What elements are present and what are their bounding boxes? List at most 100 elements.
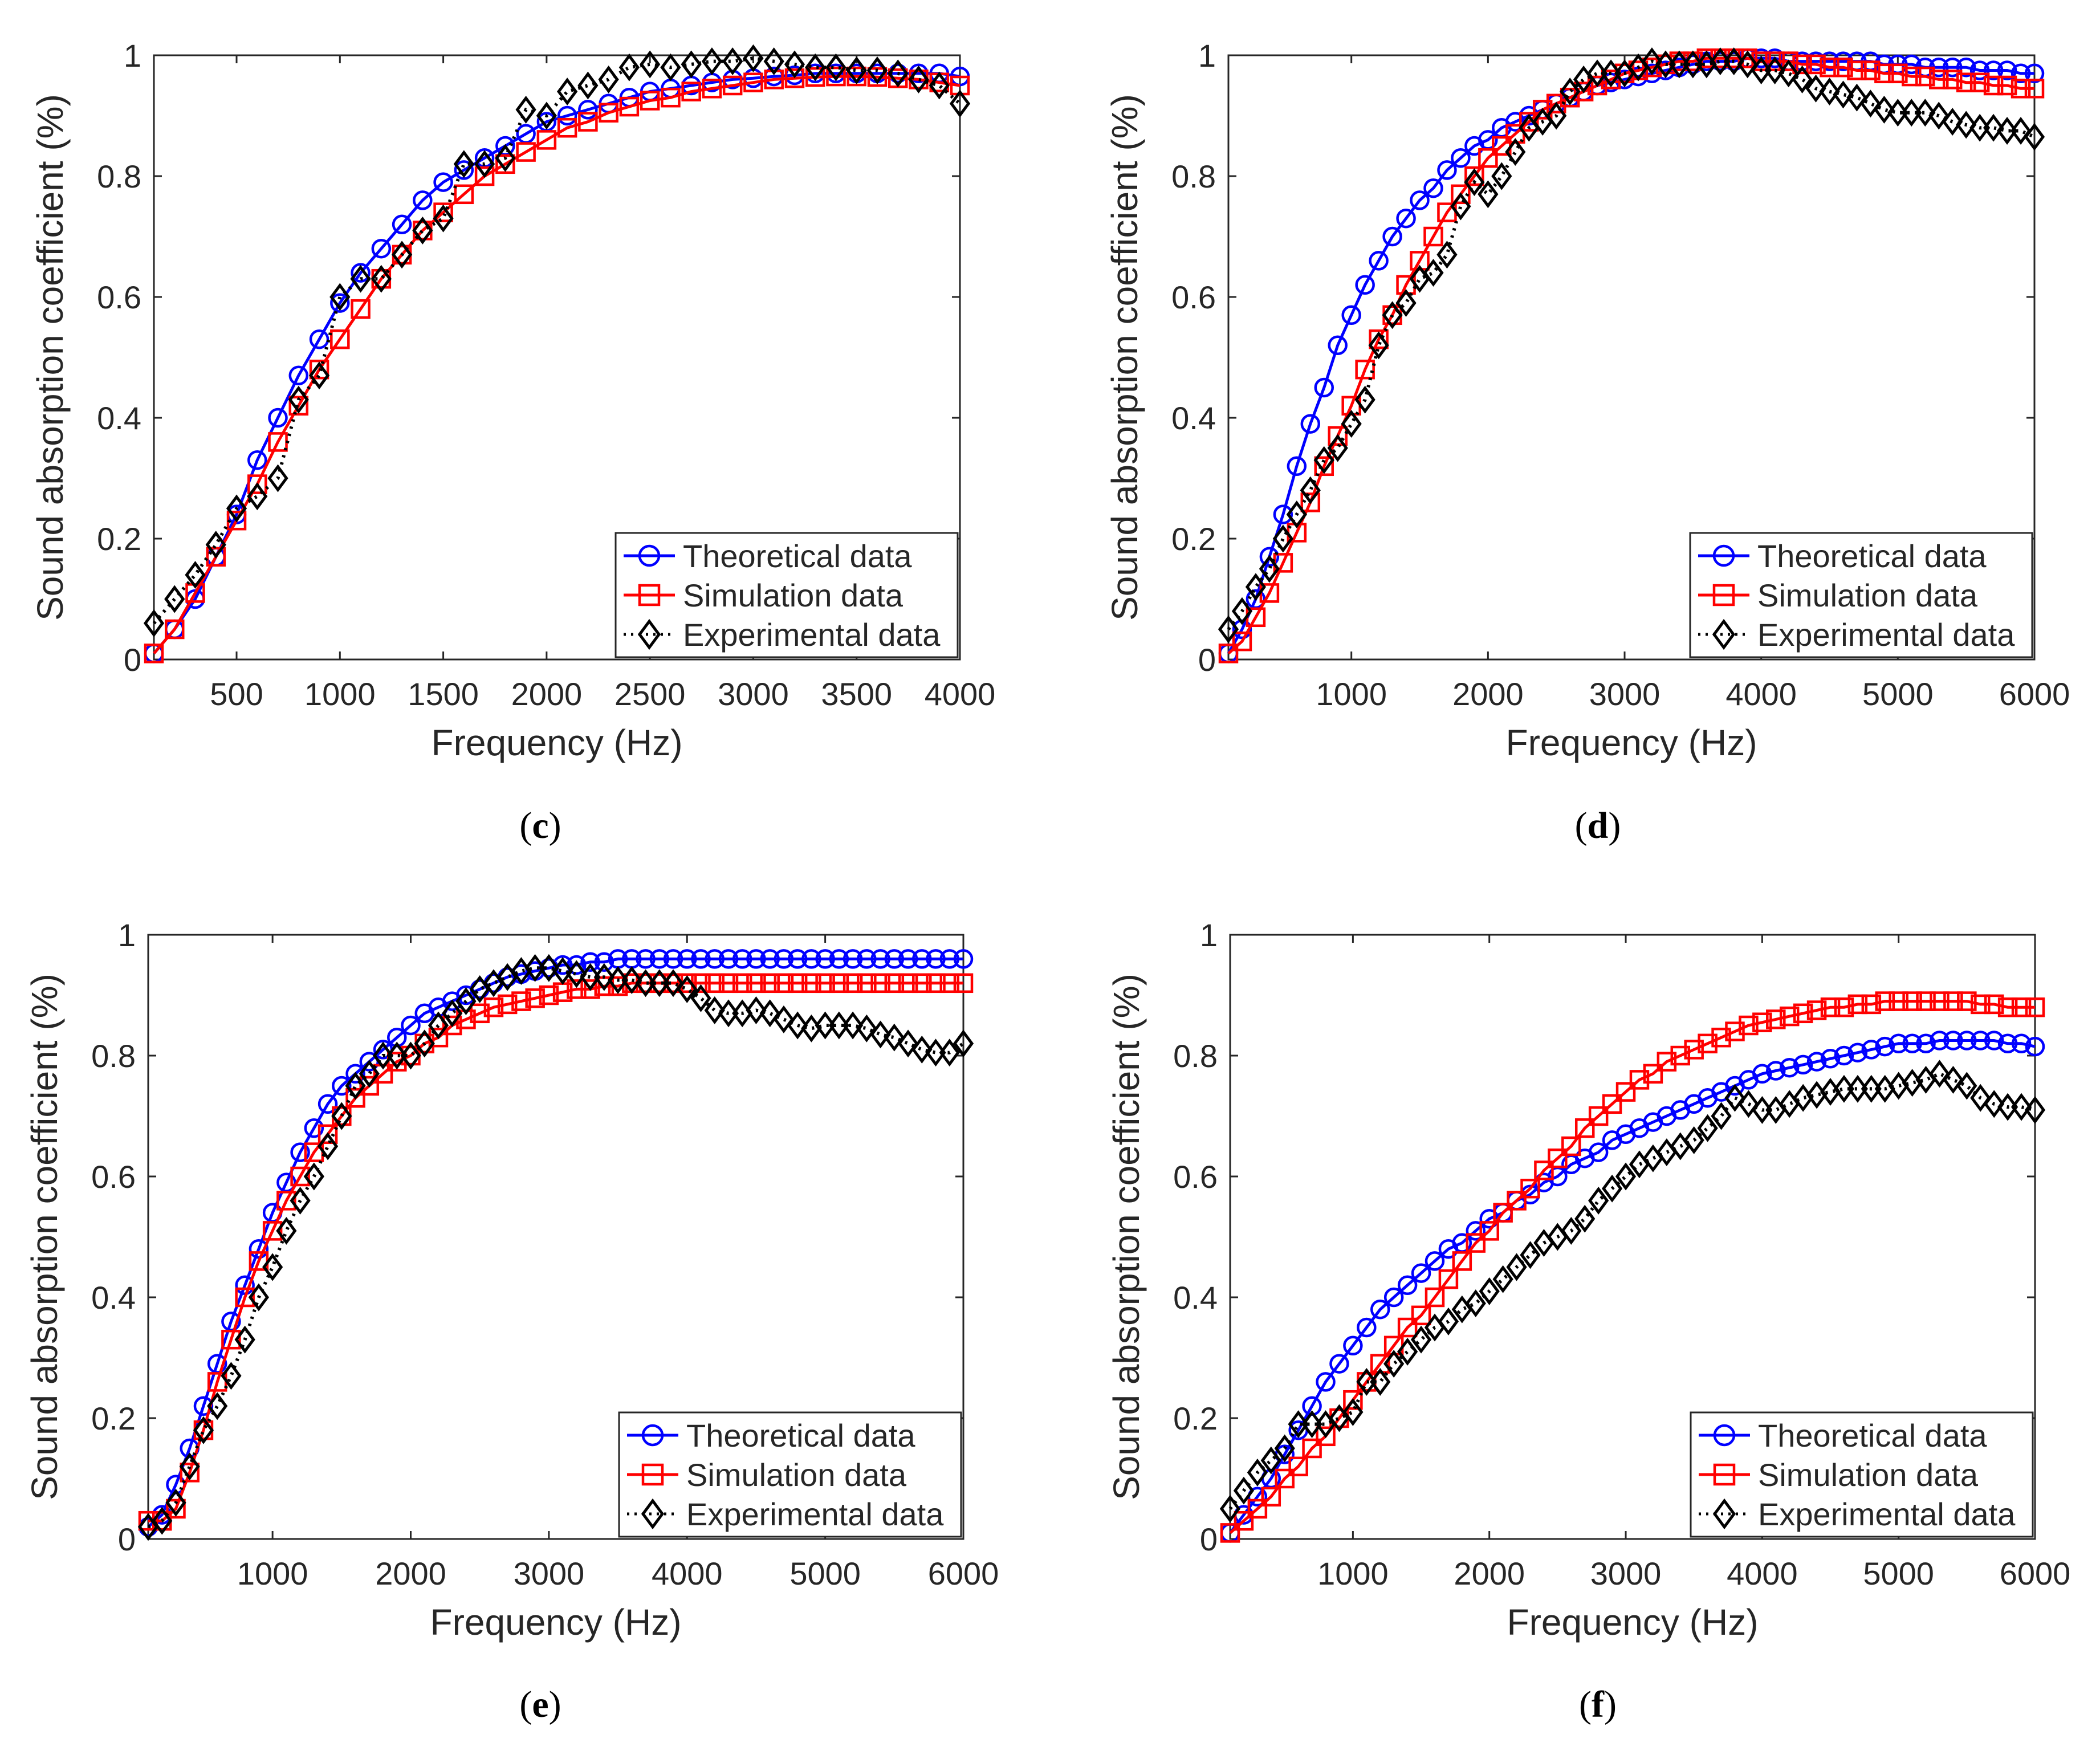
data-point-circle bbox=[939, 949, 960, 969]
data-point-diamond bbox=[1588, 1186, 1609, 1215]
data-point-diamond bbox=[1219, 1495, 1241, 1523]
data-point-diamond bbox=[1983, 113, 2004, 142]
data-point-diamond bbox=[1655, 50, 1676, 79]
legend-marker-circle bbox=[641, 1424, 664, 1447]
data-point-diamond bbox=[1370, 1367, 1391, 1396]
data-point-circle bbox=[953, 949, 974, 969]
x-tick-label: 3000 bbox=[1590, 1556, 1662, 1591]
data-point-circle bbox=[1820, 1049, 1841, 1069]
data-point-diamond bbox=[205, 531, 226, 559]
y-tick-label: 0.4 bbox=[1173, 1280, 1218, 1316]
data-point-square bbox=[926, 973, 946, 993]
data-point-diamond bbox=[143, 609, 165, 637]
data-point-circle bbox=[829, 949, 849, 969]
data-point-square bbox=[497, 994, 518, 1015]
legend-label: Experimental data bbox=[686, 1496, 944, 1532]
data-point-diamond bbox=[690, 984, 711, 1012]
data-point-square bbox=[1915, 66, 1935, 87]
data-point-square bbox=[318, 1124, 338, 1145]
data-point-circle bbox=[649, 949, 670, 969]
data-point-square bbox=[619, 96, 640, 117]
legend-label: Theoretical data bbox=[683, 538, 912, 574]
data-point-circle bbox=[1423, 178, 1443, 198]
data-point-diamond bbox=[1752, 1096, 1773, 1124]
y-tick-label: 0.8 bbox=[1171, 158, 1216, 194]
data-point-square bbox=[1997, 75, 2017, 96]
data-point-circle bbox=[1425, 1251, 1445, 1271]
data-point-square bbox=[898, 973, 918, 993]
data-point-square bbox=[867, 67, 888, 87]
data-point-diamond bbox=[455, 987, 477, 1016]
data-point-square bbox=[1793, 1003, 1813, 1024]
data-point-square bbox=[1684, 1040, 1704, 1060]
data-point-circle bbox=[1875, 1036, 1895, 1057]
data-point-square bbox=[359, 1076, 380, 1096]
x-tick-label: 5000 bbox=[789, 1556, 861, 1591]
data-point-diamond bbox=[649, 969, 670, 997]
data-point-square bbox=[536, 130, 557, 150]
data-point-circle bbox=[1779, 1057, 1800, 1078]
data-point-circle bbox=[1273, 504, 1293, 524]
data-point-square bbox=[1971, 994, 1991, 1015]
data-point-square bbox=[567, 979, 587, 999]
data-point-diamond bbox=[1506, 1253, 1527, 1281]
data-point-square bbox=[787, 973, 808, 993]
data-point-diamond bbox=[2024, 1096, 2046, 1124]
data-point-diamond bbox=[718, 999, 739, 1028]
data-point-circle bbox=[663, 949, 683, 969]
data-point-square bbox=[1902, 66, 1922, 87]
legend-marker-diamond bbox=[1712, 1498, 1736, 1530]
data-point-square bbox=[1451, 184, 1471, 205]
legend-label: Theoretical data bbox=[1757, 538, 1987, 574]
y-tick-label: 0 bbox=[1200, 1521, 1218, 1557]
series-line-diamond bbox=[1228, 1072, 2036, 1510]
y-tick-label: 1 bbox=[118, 917, 136, 953]
data-point-square bbox=[805, 67, 825, 87]
x-tick-label: 1000 bbox=[304, 676, 376, 712]
data-point-diamond bbox=[1233, 1476, 1255, 1505]
data-point-square bbox=[539, 985, 559, 1005]
data-point-circle bbox=[594, 952, 614, 972]
data-point-diamond bbox=[1231, 597, 1253, 625]
data-point-diamond bbox=[1438, 1307, 1459, 1335]
x-tick-label: 2000 bbox=[1454, 1556, 1525, 1591]
y-tick-label: 0.8 bbox=[1173, 1038, 1218, 1074]
data-point-circle bbox=[351, 263, 371, 283]
data-point-square bbox=[1314, 456, 1334, 477]
data-point-diamond bbox=[226, 494, 247, 523]
chart-panel-d: 1000 2000 3000 4000 5000 6000 0 0.2 0.4 0.6 0.8 1 Fr… bbox=[1104, 38, 2070, 763]
legend-label: Experimental data bbox=[1758, 1496, 2016, 1532]
data-point-circle bbox=[1930, 1031, 1950, 1050]
data-point-circle bbox=[193, 1396, 214, 1416]
data-point-square bbox=[1956, 72, 1976, 92]
panel-label-c: (c) bbox=[519, 805, 561, 846]
data-point-diamond bbox=[193, 1416, 214, 1444]
data-point-diamond bbox=[1915, 99, 1936, 127]
data-point-diamond bbox=[247, 482, 268, 511]
x-tick-label: 3000 bbox=[718, 676, 789, 712]
data-point-square bbox=[511, 991, 531, 1011]
data-point-square bbox=[1493, 1203, 1513, 1223]
data-point-circle bbox=[249, 1239, 269, 1259]
data-point-square bbox=[330, 329, 350, 349]
data-point-square bbox=[1997, 997, 2018, 1017]
data-point-square bbox=[1928, 70, 1949, 89]
x-tick-label: 1000 bbox=[1317, 1556, 1389, 1591]
data-point-circle bbox=[1341, 305, 1361, 325]
data-point-square bbox=[1588, 1106, 1609, 1126]
data-point-square bbox=[702, 79, 722, 99]
data-point-diamond bbox=[722, 47, 743, 76]
data-point-diamond bbox=[1601, 1174, 1623, 1203]
data-point-diamond bbox=[828, 1011, 849, 1040]
y-axis-label: Sound absorption coefficient (%) bbox=[1104, 94, 1145, 621]
legend-marker-square bbox=[1713, 1463, 1736, 1486]
data-point-diamond bbox=[442, 999, 463, 1028]
data-point-square bbox=[1643, 1064, 1663, 1084]
data-point-circle bbox=[884, 949, 905, 969]
data-point-square bbox=[661, 87, 681, 108]
data-point-diamond bbox=[953, 1029, 974, 1058]
data-point-diamond bbox=[2011, 1093, 2032, 1121]
data-point-circle bbox=[1382, 226, 1402, 247]
legend-marker-circle bbox=[1712, 544, 1735, 567]
